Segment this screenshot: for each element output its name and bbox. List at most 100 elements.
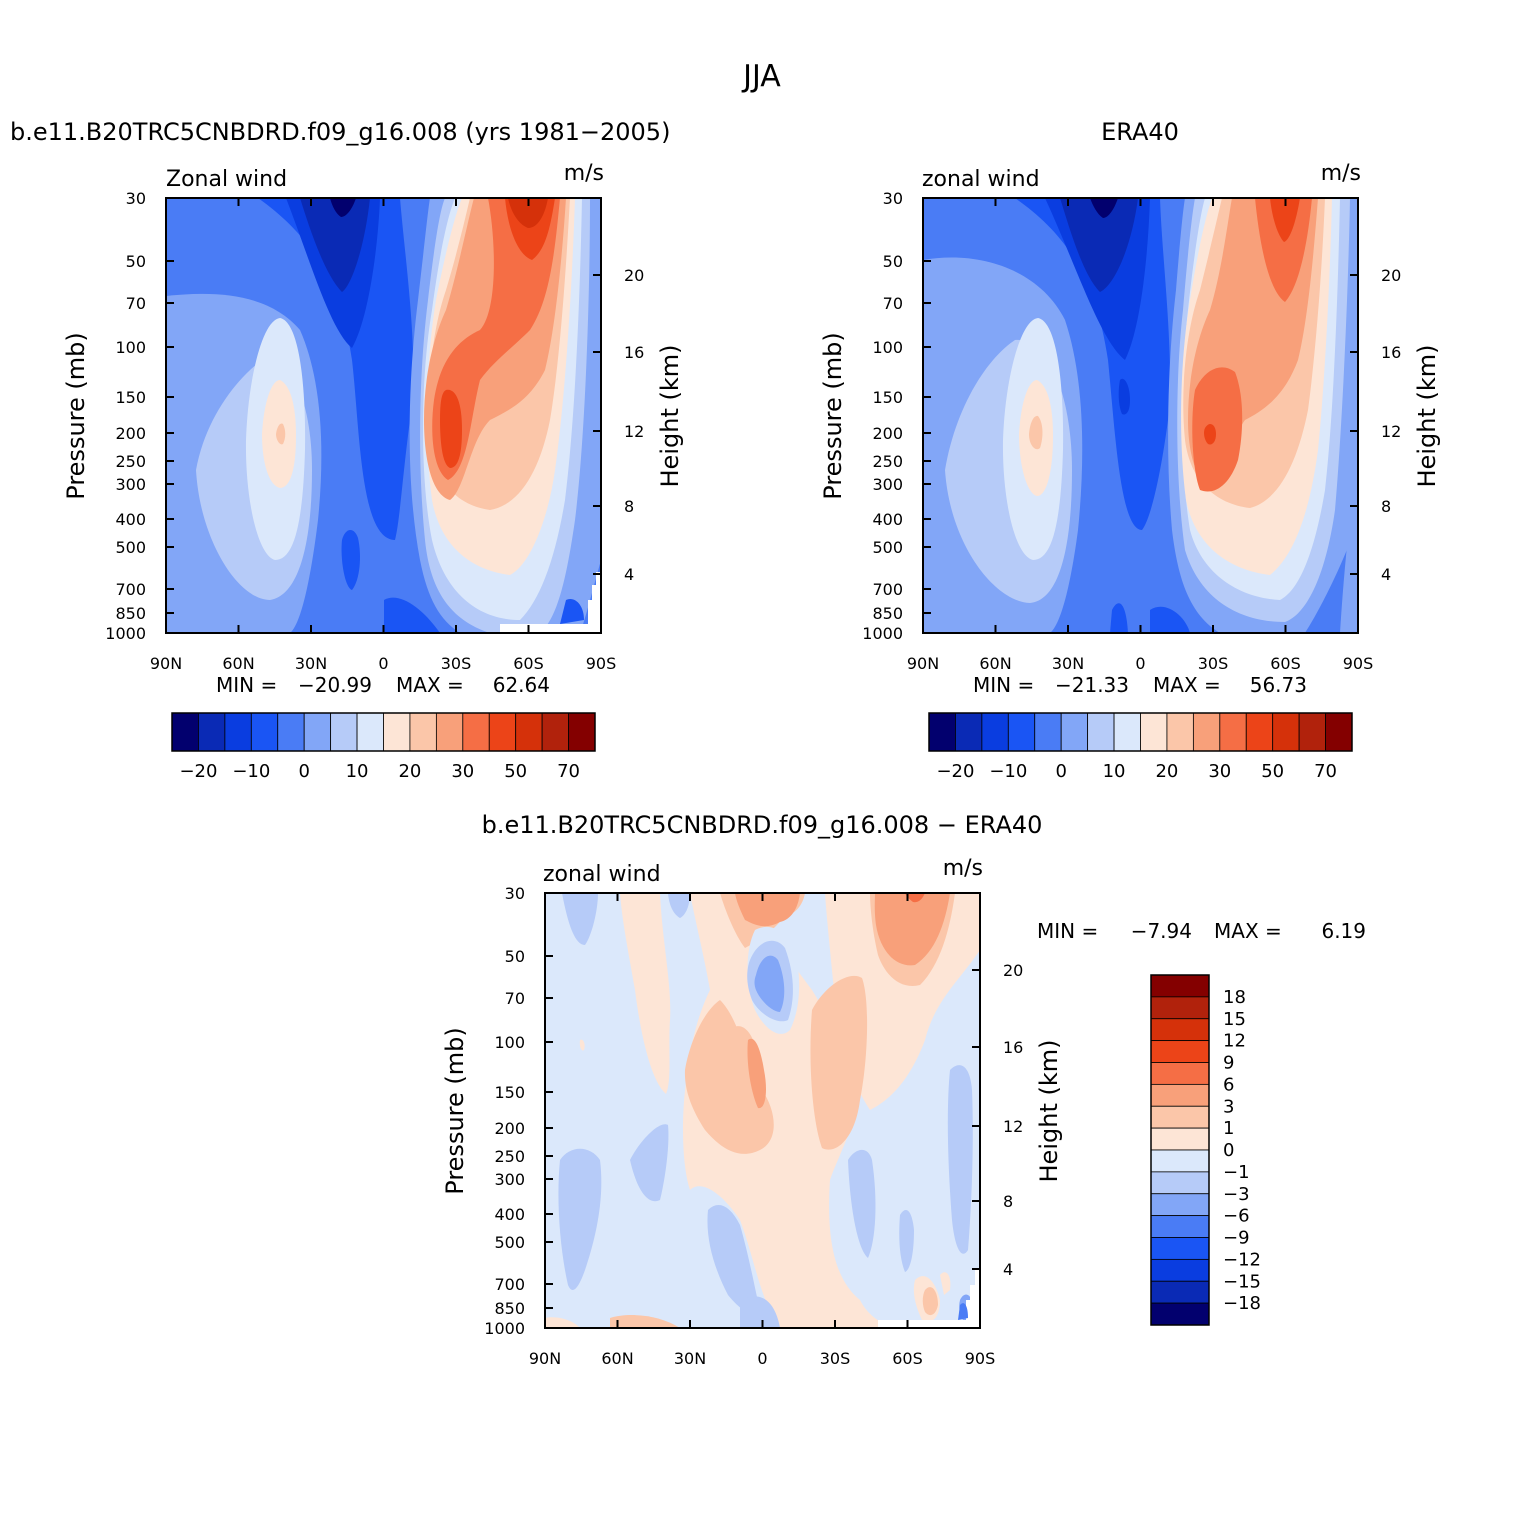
y-right-tick: 16: [972, 1038, 1023, 1057]
model-contour-band: [276, 423, 286, 445]
panel-model-stats: MIN = −20.99 MAX = 62.64: [216, 673, 550, 697]
y-tick: 30: [883, 189, 931, 208]
x-tick: 90S: [965, 893, 995, 1368]
difference-contour-band: [899, 1210, 914, 1272]
y-right-tick: 12: [972, 1117, 1023, 1136]
colorbar-swatch: [541, 712, 569, 752]
difference-contour-band: [545, 1317, 580, 1328]
x-tick: 90S: [1343, 198, 1373, 673]
y-tick-label: 500: [494, 1233, 525, 1252]
difference-missing-data: [878, 1320, 980, 1328]
y-tick-label: 50: [126, 252, 146, 271]
panel-era40-stats: MIN = −21.33 MAX = 56.73: [973, 673, 1307, 697]
colorbar-swatch: [356, 712, 384, 752]
colorbar-label: 10: [346, 761, 369, 782]
y-tick: 70: [883, 294, 931, 313]
y-right-tick: 8: [1350, 497, 1391, 516]
y-tick: 400: [872, 510, 931, 529]
x-tick-label: 90N: [529, 1349, 561, 1368]
colorbar-label: 3: [1223, 1096, 1234, 1117]
colorbar-label: 0: [298, 761, 309, 782]
y-right-tick: 12: [593, 422, 644, 441]
colorbar-swatch: [383, 712, 411, 752]
panel-era40-right-axis: 20 16 12 8 4 Height (km): [1350, 266, 1441, 584]
colorbar-swatch: [462, 712, 490, 752]
panel-era40: ERA40 zonal wind m/s: [819, 118, 1441, 782]
y-tick-label: 200: [872, 424, 903, 443]
y-tick: 850: [872, 604, 931, 623]
x-tick-label: 30S: [1198, 654, 1229, 673]
difference-missing-data: [966, 1268, 980, 1328]
colorbar-frame: [171, 712, 596, 752]
colorbar-swatch: [955, 712, 983, 752]
colorbar-swatch: [1087, 712, 1115, 752]
difference-contour-band: [830, 1288, 843, 1311]
colorbar-label: 1: [1223, 1118, 1234, 1139]
y-tick-label: 100: [872, 338, 903, 357]
y-tick: 400: [115, 510, 174, 529]
panel-era40-units-label: m/s: [1321, 161, 1361, 186]
x-tick-label: 0: [378, 654, 388, 673]
y-right-tick-label: 20: [1003, 961, 1023, 980]
y-tick: 500: [494, 1233, 553, 1252]
colorbar-swatch: [488, 712, 517, 752]
y-tick: 500: [872, 538, 931, 557]
colorbar-swatch: [1150, 1149, 1210, 1173]
y-right-tick: 4: [972, 1260, 1013, 1279]
era40-contour-band: [1029, 415, 1043, 450]
panel-model-right-axis: 20 16 12 8 4 Height (km): [593, 266, 684, 584]
colorbar-label: 30: [1208, 761, 1231, 782]
x-tick-label: 60S: [892, 1349, 923, 1368]
era40-contour-band: [1090, 198, 1118, 218]
difference-contour-band: [874, 893, 950, 966]
min-value: −7.94: [1131, 919, 1192, 943]
y-right-tick: 8: [593, 497, 634, 516]
y-tick: 100: [115, 338, 174, 357]
y-tick: 150: [872, 388, 931, 407]
colorbar-swatch: [981, 712, 1009, 752]
y-tick-label: 400: [494, 1205, 525, 1224]
difference-contour-band: [630, 1124, 669, 1202]
panel-model-units-label: m/s: [564, 161, 604, 186]
y-tick-label: 1000: [105, 624, 146, 643]
colorbar-label: 50: [504, 761, 527, 782]
y-tick: 500: [115, 538, 174, 557]
difference-contour-band: [735, 893, 800, 927]
colorbar-label: −20: [936, 761, 974, 782]
y-right-tick-label: 16: [624, 343, 644, 362]
y-right-tick-label: 4: [1003, 1260, 1013, 1279]
y-tick: 400: [494, 1205, 553, 1224]
colorbar-label: 18: [1223, 987, 1246, 1008]
colorbar-label: −15: [1223, 1271, 1261, 1292]
y-tick: 700: [494, 1275, 553, 1294]
y-right-axis-label: Height (km): [656, 345, 684, 488]
colorbar-swatch: [1060, 712, 1089, 752]
y-tick: 50: [505, 947, 553, 966]
colorbar-labels: −20 −10 0 10 20 30 50 70: [179, 761, 580, 782]
y-right-tick: 4: [593, 565, 634, 584]
y-right-axis-label: Height (km): [1413, 345, 1441, 488]
colorbar-swatch: [1150, 1171, 1210, 1195]
colorbar-swatch: [1150, 1105, 1210, 1129]
colorbar-swatch: [1150, 1083, 1210, 1107]
y-tick: 200: [872, 424, 931, 443]
colorbar-swatch: [1325, 712, 1353, 752]
colorbar-swatch: [568, 712, 596, 752]
panel-model-title: b.e11.B20TRC5CNBDRD.f09_g16.008 (yrs 198…: [10, 118, 670, 146]
colorbar-label: 0: [1223, 1140, 1234, 1161]
y-tick: 250: [872, 452, 931, 471]
y-tick-label: 850: [115, 604, 146, 623]
colorbar-swatch: [1245, 712, 1274, 752]
colorbar-swatch: [250, 712, 279, 752]
x-tick: 60N: [222, 198, 255, 673]
y-tick-label: 150: [872, 388, 903, 407]
model-contour-band: [330, 198, 356, 217]
y-right-tick: 20: [972, 961, 1023, 980]
y-tick-label: 850: [872, 604, 903, 623]
panel-difference-stats: MIN = −7.94 MAX = 6.19: [1037, 919, 1366, 943]
colorbar-label: 6: [1223, 1074, 1234, 1095]
min-label: MIN =: [973, 673, 1034, 697]
y-tick-label: 200: [494, 1119, 525, 1138]
panel-difference: b.e11.B20TRC5CNBDRD.f09_g16.008 − ERA40 …: [441, 811, 1366, 1368]
